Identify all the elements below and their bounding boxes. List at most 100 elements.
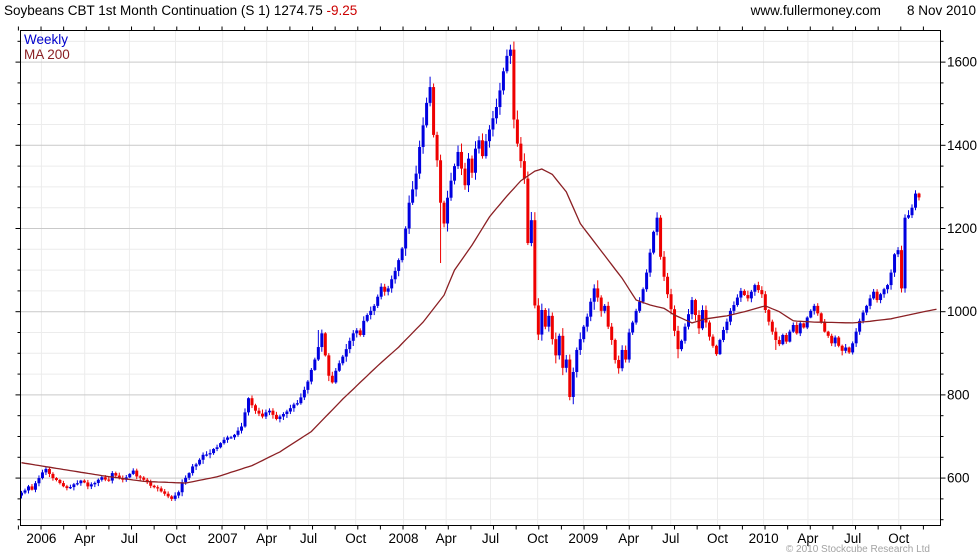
candle-up [861, 312, 865, 321]
candle-up [872, 291, 876, 299]
candle-up [798, 323, 802, 334]
candle-up [893, 254, 897, 273]
last-price: 1274.75 [273, 3, 323, 18]
candle-up [173, 495, 177, 499]
candle-down [47, 468, 51, 474]
x-tick-label: Oct [345, 531, 366, 546]
candle-up [687, 314, 691, 327]
candle-up [309, 369, 313, 382]
candle-up [334, 370, 338, 383]
candle-down [767, 310, 771, 322]
candle-up [732, 305, 736, 311]
candle-up [788, 331, 792, 342]
candle-down [149, 482, 153, 486]
candle-down [257, 410, 261, 414]
candle-up [620, 349, 624, 369]
candle-up [33, 483, 37, 490]
candle-up [351, 333, 355, 341]
candle-up [791, 325, 795, 332]
candle-up [896, 250, 900, 255]
candle-up [564, 359, 568, 368]
candle-up [362, 320, 366, 335]
candle-down [693, 300, 697, 316]
candle-up [718, 339, 722, 355]
candle-up [421, 125, 425, 147]
candle-up [865, 305, 869, 313]
candle-down [900, 250, 904, 289]
candle-down [86, 482, 90, 487]
candle-up [243, 412, 247, 427]
candle-down [274, 414, 278, 420]
candle-up [501, 71, 505, 91]
candle-up [23, 490, 27, 493]
candle-down [114, 473, 118, 476]
x-tick-label: Apr [436, 531, 458, 546]
candle-down [568, 359, 572, 397]
legend-ma-200: MA 200 [24, 47, 70, 62]
candle-up [348, 340, 352, 350]
candle-up [187, 473, 191, 478]
candle-down [802, 323, 806, 328]
candle-up [20, 492, 23, 496]
candle-down [550, 315, 554, 340]
candle-down [327, 355, 331, 376]
candle-up [641, 289, 645, 302]
candle-up [306, 381, 310, 390]
candle-up [868, 298, 872, 306]
candle-down [707, 322, 711, 337]
candle-up [735, 297, 739, 306]
candle-up [205, 454, 209, 456]
candle-down [152, 485, 156, 488]
candle-up [26, 486, 30, 491]
candle-up [680, 340, 684, 350]
candle-up [89, 484, 93, 487]
candle-up [449, 180, 453, 198]
candle-down [917, 193, 921, 198]
page-title: Soybeans CBT 1st Month Continuation (S 1… [4, 3, 271, 18]
x-tick-label: Jul [300, 531, 317, 546]
candle-up [889, 272, 893, 286]
candle-up [453, 166, 457, 181]
candle-up [851, 343, 855, 353]
candle-up [379, 286, 383, 297]
candle-up [372, 305, 376, 311]
candle-up [278, 416, 282, 420]
x-tick-label: 2007 [208, 531, 238, 546]
candle-up [240, 426, 244, 431]
candle-down [103, 477, 107, 480]
candle-up [833, 337, 837, 344]
plot-frame [20, 30, 941, 526]
candle-up [428, 87, 432, 103]
candle-up [355, 330, 359, 334]
y-tick-label: 1400 [947, 138, 977, 153]
candle-up [344, 349, 348, 357]
candle-down [515, 119, 519, 144]
candle-down [533, 220, 537, 306]
y-tick-label: 800 [947, 387, 970, 402]
x-tick-label: Oct [165, 531, 186, 546]
candle-down [323, 333, 327, 356]
candle-down [138, 476, 142, 478]
candle-up [805, 317, 809, 328]
candle-down [711, 336, 715, 346]
candle-up [907, 215, 911, 218]
x-tick-label: Oct [888, 531, 909, 546]
candle-up [184, 477, 188, 483]
candle-up [365, 315, 369, 321]
candle-up [749, 291, 753, 299]
candle-down [82, 480, 86, 483]
candle-up [477, 140, 481, 149]
candle-down [519, 143, 523, 162]
candle-up [180, 482, 184, 493]
candle-up [299, 397, 303, 404]
candle-down [613, 339, 617, 360]
ma-200-line [21, 168, 937, 484]
candle-up [397, 260, 401, 271]
x-tick-label: 2006 [26, 531, 56, 546]
candle-down [330, 375, 334, 383]
candle-down [596, 288, 600, 298]
candle-down [756, 285, 760, 291]
legend-weekly: Weekly [24, 32, 69, 47]
candle-down [159, 488, 163, 492]
candle-down [599, 297, 603, 311]
